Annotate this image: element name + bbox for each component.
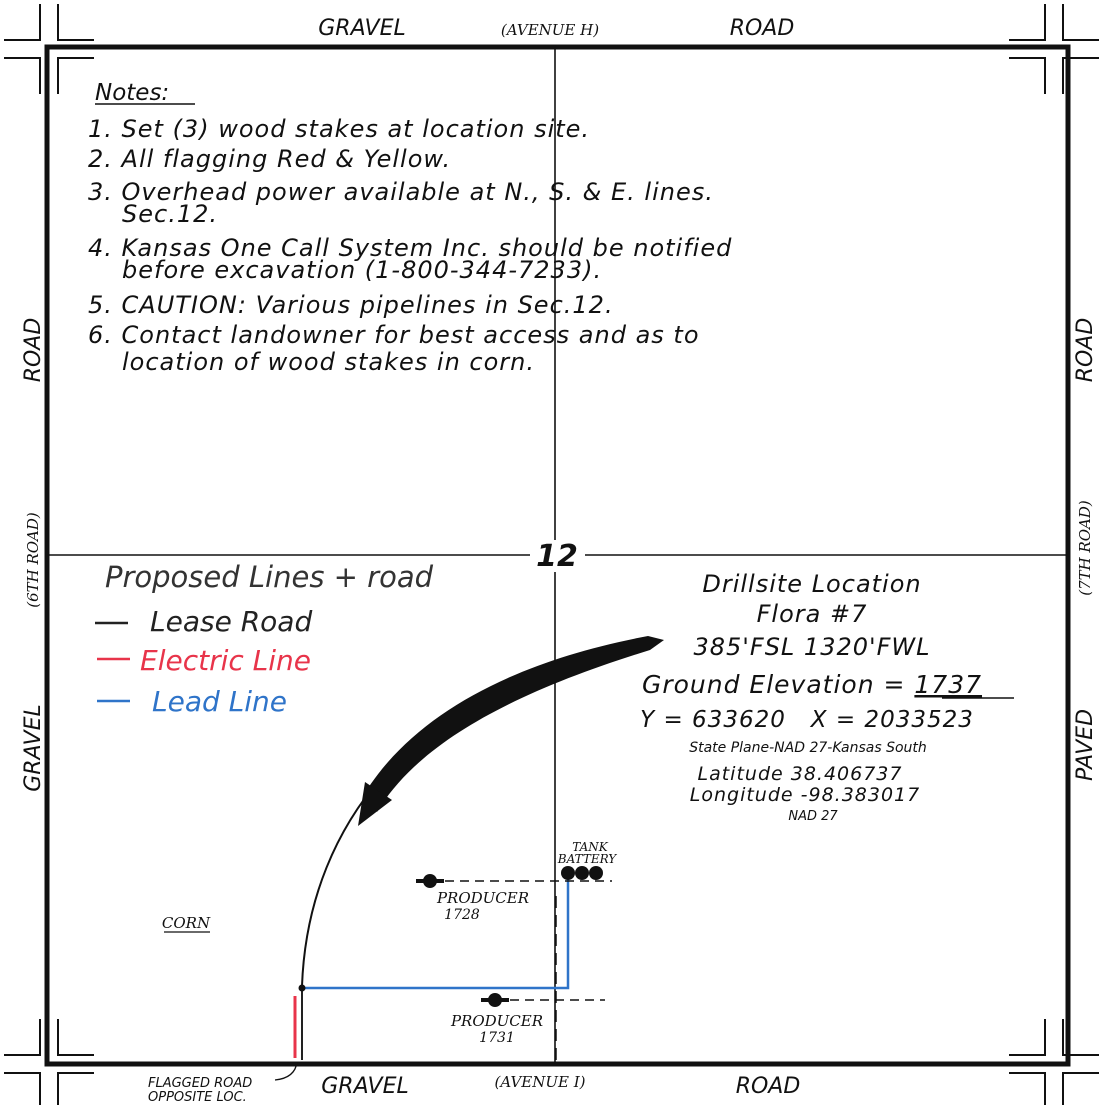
- legend-label-electric-line: Electric Line: [140, 644, 311, 677]
- road-label-left-lower: GRAVEL: [21, 704, 46, 792]
- flagged-road-label-2: OPPOSITE LOC.: [148, 1090, 247, 1105]
- lead-line: [302, 876, 570, 990]
- producer-1731-symbol: [481, 993, 509, 1007]
- road-label-left-middle: (6TH ROAD): [24, 512, 42, 608]
- location-arrow: [301, 641, 649, 987]
- legend-label-lead-line: Lead Line: [152, 685, 287, 718]
- section-number: 12: [536, 539, 578, 574]
- location-well: Flora #7: [757, 600, 868, 628]
- road-label-bottom-center: (AVENUE I): [495, 1073, 586, 1091]
- tank-battery-symbol: [561, 866, 603, 880]
- note-line: before excavation (1-800-344-7233).: [122, 256, 602, 284]
- elevation-label: Ground Elevation =: [642, 670, 914, 699]
- legend-label-lease-road: Lease Road: [150, 605, 312, 638]
- corn-label: CORN: [162, 914, 211, 932]
- location-arrow-wedge: [368, 636, 664, 812]
- location-latitude: Latitude 38.406737: [698, 763, 903, 785]
- road-label-bottom-right: ROAD: [736, 1074, 801, 1099]
- arrow-head: [358, 782, 392, 826]
- flagged-road-label-1: FLAGGED ROAD: [148, 1076, 252, 1091]
- note-line: 5. CAUTION: Various pipelines in Sec.12.: [88, 291, 614, 319]
- legend-title: Proposed Lines + road: [105, 560, 434, 594]
- producer-1728-elevation: 1728: [444, 907, 480, 923]
- road-label-top-right: ROAD: [730, 16, 795, 41]
- notes-title: Notes:: [95, 80, 169, 106]
- producer-1731-label: PRODUCER: [450, 1012, 543, 1030]
- road-label-top-center: (AVENUE H): [501, 21, 599, 39]
- drill-site-marker: [298, 984, 306, 992]
- note-line: 1. Set (3) wood stakes at location site.: [88, 115, 590, 143]
- location-longitude: Longitude -98.383017: [690, 784, 920, 806]
- note-line: 2. All flagging Red & Yellow.: [88, 145, 451, 173]
- location-datum: State Plane-NAD 27-Kansas South: [689, 740, 927, 756]
- flagged-road-leader: [274, 1061, 298, 1081]
- producer-1728-label: PRODUCER: [436, 889, 529, 907]
- note-line: Sec.12.: [122, 200, 218, 228]
- note-line: location of wood stakes in corn.: [122, 348, 535, 376]
- road-label-right-middle: (7TH ROAD): [1076, 500, 1094, 596]
- road-label-bottom-left: GRAVEL: [321, 1074, 409, 1099]
- producer-1728-symbol: [416, 874, 444, 888]
- road-label-left-upper: ROAD: [21, 318, 46, 383]
- elevation-value: 1737: [914, 670, 982, 699]
- note-line: 3. Overhead power available at N., S. & …: [88, 178, 714, 206]
- tank-battery-label-1: TANK: [572, 840, 609, 854]
- corner-marks: [4, 4, 1099, 1105]
- location-coords: Y = 633620 X = 2033523: [640, 707, 974, 733]
- producer-1731-elevation: 1731: [479, 1030, 515, 1046]
- location-elevation: Ground Elevation = 1737: [642, 670, 982, 699]
- note-line: 6. Contact landowner for best access and…: [88, 321, 700, 349]
- road-label-top-left: GRAVEL: [318, 16, 406, 41]
- note-line: 4. Kansas One Call System Inc. should be…: [88, 234, 732, 262]
- location-nad: NAD 27: [788, 809, 838, 824]
- tank-battery-label-2: BATTERY: [557, 852, 617, 866]
- road-label-right-lower: PAVED: [1073, 709, 1098, 781]
- road-label-right-upper: ROAD: [1073, 318, 1098, 383]
- location-footage: 385'FSL 1320'FWL: [693, 633, 930, 661]
- location-title: Drillsite Location: [702, 570, 921, 598]
